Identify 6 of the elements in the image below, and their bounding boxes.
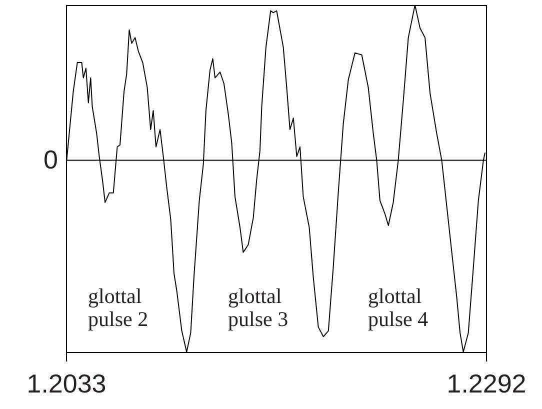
ref-line-label: 0 (44, 144, 58, 174)
annotation: glottal pulse 3 (228, 284, 288, 331)
annotation: glottal pulse 4 (368, 284, 429, 331)
annotation: glottal pulse 2 (88, 284, 148, 331)
x-tick-label: 1.2033 (26, 368, 106, 398)
x-tick-label: 1.2292 (446, 368, 526, 398)
